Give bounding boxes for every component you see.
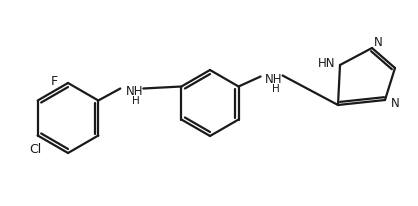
Text: HN: HN xyxy=(318,56,336,69)
Text: H: H xyxy=(272,84,280,95)
Text: N: N xyxy=(374,35,382,48)
Text: F: F xyxy=(51,75,58,88)
Text: H: H xyxy=(133,96,140,107)
Text: NH: NH xyxy=(125,85,143,98)
Text: NH: NH xyxy=(265,73,282,86)
Text: Cl: Cl xyxy=(30,143,42,156)
Text: N: N xyxy=(391,96,399,110)
